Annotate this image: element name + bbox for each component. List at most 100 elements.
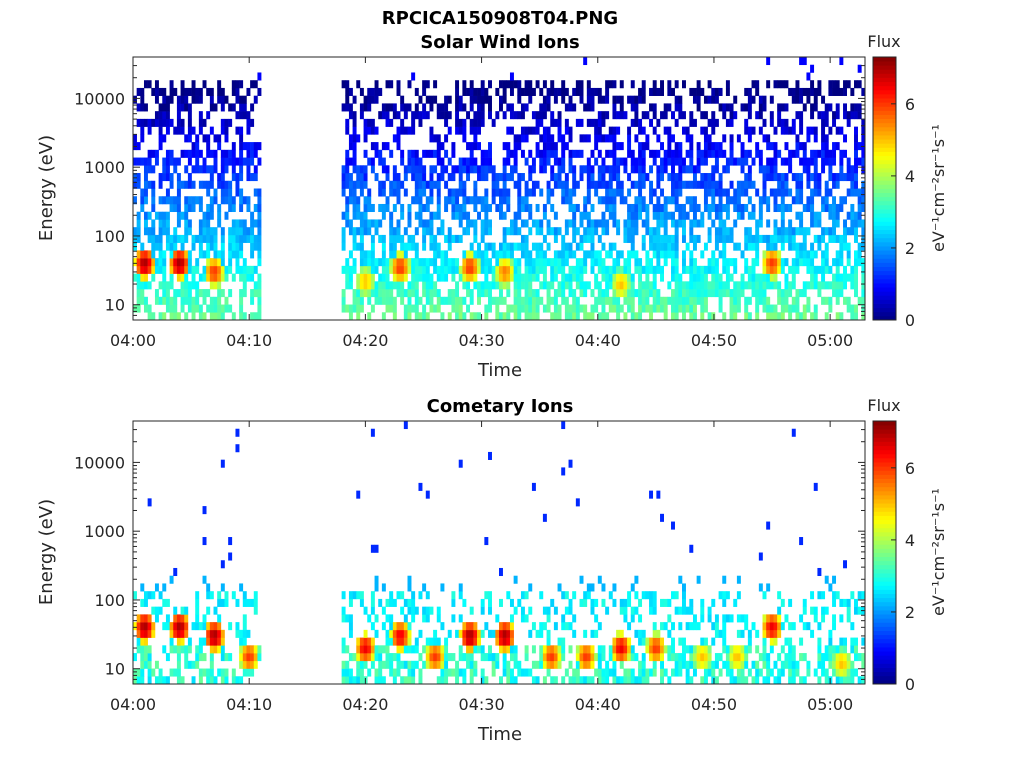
heatmap-cell [689,196,694,205]
heatmap-cell [447,296,452,305]
heatmap-cell [147,80,152,89]
heatmap-cell [791,242,796,251]
heatmap-cell [590,103,595,112]
heatmap-cell [209,242,214,251]
heatmap-cell [531,482,536,491]
heatmap-cell [151,234,156,243]
heatmap-cell [634,258,639,267]
heatmap-cell [469,606,474,615]
colorbar-swatch [873,449,896,455]
heatmap-cell [780,157,785,166]
heatmap-cell [839,242,844,251]
heatmap-cell [162,296,167,305]
heatmap-cell [469,265,474,274]
heatmap-cell [557,312,562,321]
heatmap-cell [703,126,708,135]
heatmap-cell [517,296,522,305]
heatmap-cell [228,304,233,313]
heatmap-cell [165,289,170,298]
heatmap-cell [608,265,613,274]
heatmap-cell [795,95,800,104]
heatmap-cell [583,211,588,220]
heatmap-cell [242,653,247,662]
heatmap-cell [788,126,793,135]
heatmap-cell [667,614,672,623]
heatmap-cell [634,312,639,321]
heatmap-cell [447,227,452,236]
heatmap-cell [568,196,573,205]
heatmap-cell [176,95,181,104]
heatmap-cell [173,622,178,631]
heatmap-cell [356,273,361,282]
heatmap-cell [499,250,503,259]
heatmap-cell [451,188,456,197]
heatmap-cell [506,227,511,236]
heatmap-cell [678,660,683,669]
heatmap-cell [341,173,346,182]
heatmap-cell [766,234,771,243]
heatmap-cell [396,234,401,243]
heatmap-cell [433,289,438,298]
heatmap-cell [817,173,822,182]
heatmap-cell [612,645,617,654]
heatmap-cell [447,312,452,321]
heatmap-cell [403,598,408,607]
heatmap-cell [656,211,661,220]
heatmap-cell [682,126,686,135]
heatmap-cell [857,653,862,662]
heatmap-cell [206,242,211,251]
heatmap-cell [762,196,767,205]
heatmap-cell [147,126,152,135]
heatmap-cell [755,629,760,638]
heatmap-cell [147,211,152,220]
heatmap-cell [843,676,847,685]
heatmap-cell [257,219,262,228]
heatmap-cell [692,668,697,677]
heatmap-cell [835,653,840,662]
heatmap-cell [195,598,200,607]
heatmap-cell [509,227,514,236]
heatmap-cell [378,660,383,669]
heatmap-cell [356,289,361,298]
heatmap-cell [425,289,430,298]
heatmap-cell [568,157,573,166]
heatmap-cell [202,506,207,515]
heatmap-cell [513,304,518,313]
heatmap-cell [352,142,357,151]
heatmap-cell [817,653,822,662]
heatmap-cell [729,676,734,685]
heatmap-cell [638,95,643,104]
heatmap-cell [345,281,350,290]
heatmap-cell [619,289,624,298]
heatmap-cell [854,258,858,267]
heatmap-cell [586,188,591,197]
heatmap-cell [627,265,632,274]
heatmap-cell [649,196,654,205]
heatmap-cell [341,165,346,174]
heatmap-cell [491,668,496,677]
heatmap-cell [557,304,562,313]
heatmap-cell [597,296,602,305]
heatmap-cell [484,227,489,236]
heatmap-cell [638,118,643,127]
heatmap-cell [458,273,463,282]
heatmap-cell [780,211,785,220]
heatmap-cell [619,95,624,104]
heatmap-cell [619,265,624,274]
heatmap-cell [744,296,749,305]
heatmap-cell [220,250,225,259]
heatmap-cell [422,304,427,313]
heatmap-cell [843,111,847,120]
heatmap-cell [634,203,639,213]
heatmap-cell [136,289,141,298]
heatmap-cell [689,281,694,290]
heatmap-cell [418,668,423,677]
heatmap-cell [583,289,588,298]
colorbar-swatch [873,135,896,140]
heatmap-cell [180,265,185,274]
heatmap-cell [718,234,723,243]
heatmap-cell [762,188,767,197]
heatmap-cell [597,173,602,182]
heatmap-cell [517,196,522,205]
heatmap-cell [488,149,492,158]
